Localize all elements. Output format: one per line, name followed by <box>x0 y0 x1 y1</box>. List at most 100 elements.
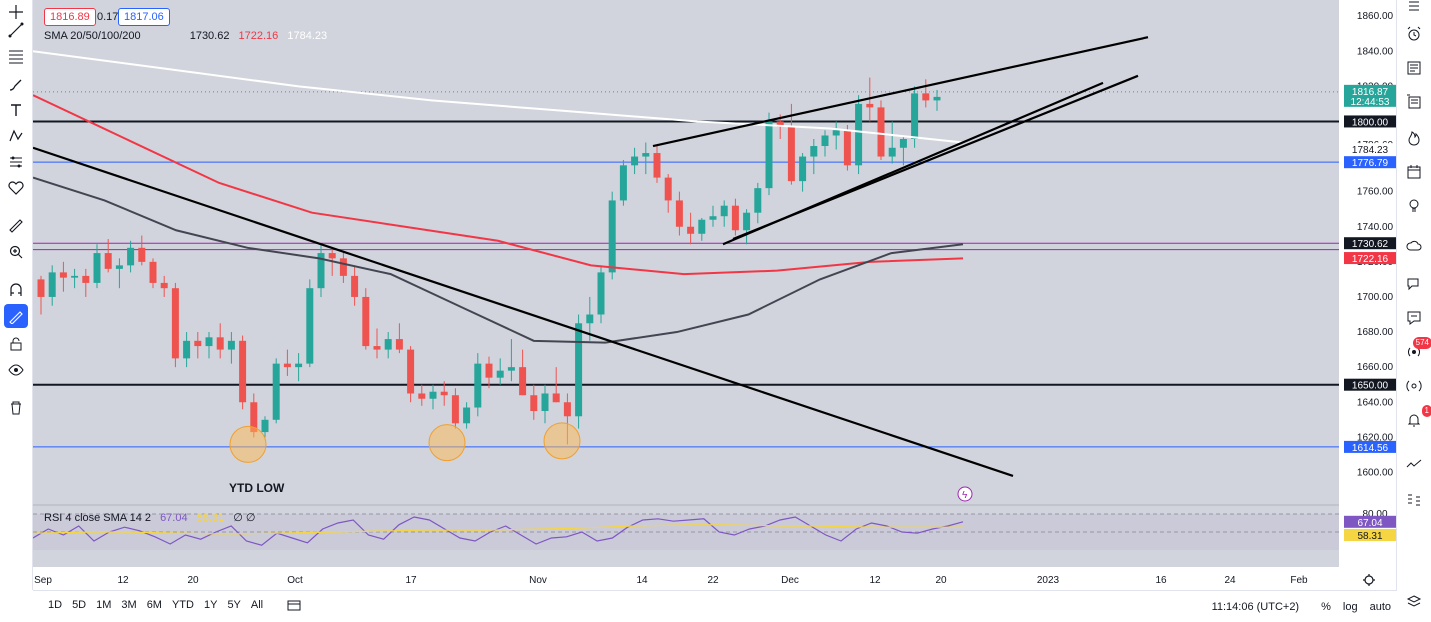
layers-icon[interactable] <box>1402 590 1426 614</box>
candle-body <box>183 340 191 359</box>
candle-body <box>104 253 112 269</box>
price-tick-label: 1760.00 <box>1357 187 1394 198</box>
candle-body <box>608 200 616 273</box>
candle-body <box>843 130 851 166</box>
candle-body <box>799 156 807 182</box>
candle-body <box>888 147 896 157</box>
time-tick-label: Sep <box>34 575 52 586</box>
ruler-icon[interactable] <box>4 214 28 238</box>
range-ytd[interactable]: YTD <box>171 599 194 611</box>
broadcast-icon[interactable] <box>1402 374 1426 398</box>
candle-body <box>37 279 45 297</box>
heart-icon[interactable] <box>4 176 28 200</box>
lock-drawing-icon[interactable] <box>4 304 28 328</box>
candle-body <box>339 258 347 276</box>
lock-icon[interactable] <box>4 332 28 356</box>
level-tag-1614: 1614.56 <box>1352 443 1389 454</box>
messages-icon[interactable] <box>1402 306 1426 330</box>
range-5d[interactable]: 5D <box>72 599 87 611</box>
ma-line-sma100 <box>33 94 964 276</box>
trend-line <box>33 146 1014 478</box>
range-1d[interactable]: 1D <box>48 599 63 611</box>
eye-icon[interactable] <box>4 358 28 382</box>
ask-price-box[interactable]: 1817.06 <box>118 8 170 26</box>
ideas-bulb-icon[interactable] <box>1402 194 1426 218</box>
candle-body <box>720 205 728 217</box>
trend-line-icon[interactable] <box>4 18 28 42</box>
candle-body <box>855 103 863 166</box>
date-range-icon[interactable] <box>282 599 306 614</box>
crosshair-icon[interactable] <box>4 0 28 24</box>
percent-toggle[interactable]: % <box>1321 600 1331 613</box>
candle-body <box>295 363 303 368</box>
time-tick-label: 24 <box>1224 575 1236 586</box>
ytd-low-annotation: YTD LOW <box>229 481 285 495</box>
sma-value-20: 1730.62 <box>189 30 230 42</box>
zoom-icon[interactable] <box>4 240 28 264</box>
log-toggle[interactable]: log <box>1342 600 1358 613</box>
candle-body <box>933 96 941 101</box>
bid-price-box[interactable]: 1816.89 <box>44 8 96 26</box>
settings-gear-icon[interactable] <box>1363 574 1375 586</box>
candle-body <box>675 200 683 227</box>
text-icon[interactable] <box>4 98 28 122</box>
candle-body <box>810 146 818 157</box>
time-tick-label: Oct <box>287 575 303 586</box>
candle-body <box>911 93 919 139</box>
prediction-icon[interactable] <box>4 150 28 174</box>
candle-body <box>765 121 773 189</box>
brush-icon[interactable] <box>4 72 28 96</box>
range-1m[interactable]: 1M <box>96 599 112 611</box>
calendar-icon[interactable] <box>1402 160 1426 184</box>
candle-body <box>440 391 448 396</box>
sma-legend[interactable]: SMA 20/50/100/200 1730.62 1722.16 1784.2… <box>44 30 333 42</box>
candle-body <box>239 340 247 403</box>
time-tick-label: 20 <box>187 575 199 586</box>
notification-bell-icon[interactable]: 1 <box>1402 405 1431 432</box>
range-3m[interactable]: 3M <box>121 599 137 611</box>
level-tag-1722: 1722.16 <box>1352 254 1389 265</box>
events-icon[interactable] <box>957 486 973 502</box>
range-5y[interactable]: 5Y <box>227 599 241 611</box>
candle-body <box>272 363 280 420</box>
candle-body <box>731 205 739 231</box>
candle-body <box>59 272 67 278</box>
dom-icon[interactable] <box>1402 488 1426 512</box>
trading-panel-icon[interactable] <box>1402 452 1426 476</box>
news-icon[interactable] <box>1402 56 1426 80</box>
hotlist-fire-icon[interactable] <box>1402 126 1426 150</box>
streams-icon[interactable]: 574 <box>1402 337 1431 364</box>
candle-body <box>485 363 493 378</box>
price-tick-label: 1620.00 <box>1357 432 1394 443</box>
range-6m[interactable]: 6M <box>146 599 162 611</box>
notes-icon[interactable] <box>1402 90 1426 114</box>
candle-body <box>351 275 359 297</box>
spread-value: 0.17 <box>97 11 119 23</box>
price-tick-label: 1840.00 <box>1357 46 1394 57</box>
rsi-legend[interactable]: RSI 4 close SMA 14 2 67.04 58.31 ∅ ∅ <box>44 511 261 524</box>
range-all[interactable]: All <box>250 599 264 611</box>
current-price-tag-bg <box>1344 84 1396 107</box>
level-tag-1776: 1776.79 <box>1352 158 1389 169</box>
watchlist-icon[interactable] <box>1402 0 1426 18</box>
candle-body <box>171 288 179 359</box>
candle-body <box>418 393 426 399</box>
chats-icon[interactable] <box>1402 272 1426 296</box>
pattern-icon[interactable] <box>4 124 28 148</box>
clock-time[interactable]: 11:14:06 (UTC+2) <box>1211 600 1300 613</box>
candle-body <box>451 395 459 424</box>
time-tick-label: Dec <box>781 575 799 586</box>
candle-body <box>743 212 751 231</box>
auto-toggle[interactable]: auto <box>1369 600 1391 613</box>
candle-body <box>93 253 101 283</box>
candle-body <box>899 139 907 148</box>
chart-background <box>33 0 1339 567</box>
trash-icon[interactable] <box>4 396 28 420</box>
candle-body <box>429 391 437 399</box>
fib-icon[interactable] <box>4 44 28 68</box>
range-1y[interactable]: 1Y <box>203 599 218 611</box>
cloud-icon[interactable] <box>1402 234 1426 258</box>
magnet-icon[interactable] <box>4 278 28 302</box>
alarm-clock-icon[interactable] <box>1402 22 1426 46</box>
